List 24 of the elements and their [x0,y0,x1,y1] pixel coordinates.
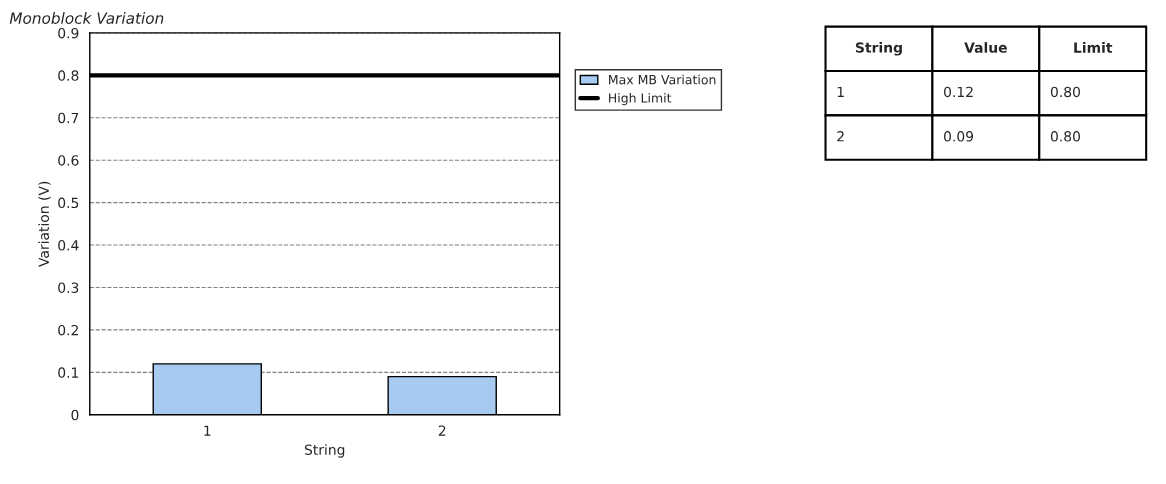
y-tick-label: 0.7 [58,112,79,124]
text: 0.80 [1050,86,1080,98]
y-tick-label: 0 [71,409,79,421]
legend-label: High Limit [609,93,672,106]
legend-label: Max MB Variation [609,74,716,85]
y-tick-label: 0.6 [58,155,79,166]
text: String [855,42,902,56]
x-axis-title: String [304,444,345,458]
y-tick-label: 0.9 [58,27,79,39]
y-tick-label: 0.4 [58,240,79,251]
y-tick-label: 0.5 [58,197,79,209]
text: Limit [1074,42,1113,53]
category-label: 1 [837,86,844,97]
category-label: 2 [837,131,844,142]
y-tick-label: 0.1 [58,367,79,378]
y-tick-label: 0.2 [58,324,78,336]
text: 0.09 [944,131,974,142]
text: 0.80 [1050,131,1080,142]
y-axis-title: Variation (V) [38,181,51,267]
y-tick-label: 0.3 [58,282,79,293]
y-tick-label: 0.8 [58,70,79,81]
chart-title: Monoblock Variation [9,12,164,24]
text: Value [964,42,1007,53]
text: 0.12 [944,86,973,98]
